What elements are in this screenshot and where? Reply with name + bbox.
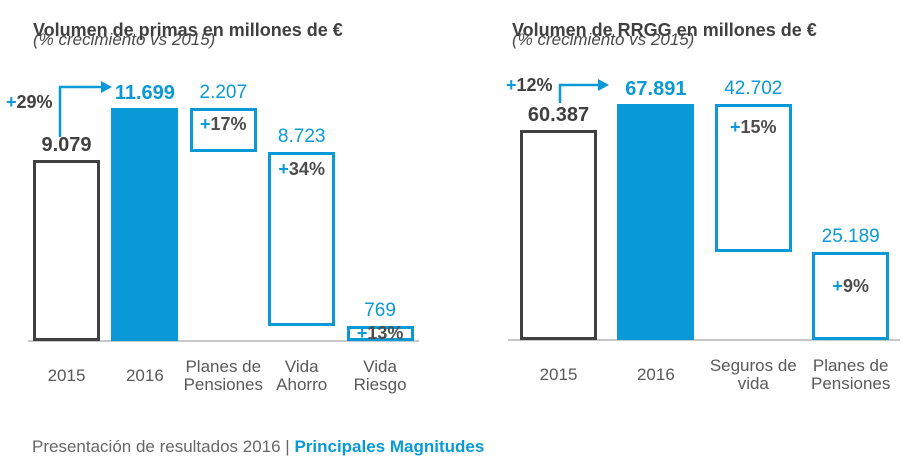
value-label-vida-riesgo: 769 [364,299,396,321]
plus-sign: + [356,322,368,343]
growth-arrow-icon [58,81,112,137]
growth-percent: 13% [367,322,404,343]
bar-seguros-de-vida [714,103,792,253]
axis-label-planes-de-pensiones: Planes de Pensiones [810,356,891,393]
bar-2015 [520,129,597,340]
bar-planes-de-pensiones [812,252,890,340]
value-label-seguros-de-vida: 42.702 [724,77,783,99]
axis-label-2016: 2016 [636,365,675,384]
growth-arrow-icon [558,79,609,103]
bar-2016 [617,103,695,340]
value-label-2015: 60.387 [527,103,590,126]
growth-percent: 9% [842,276,869,297]
plus-sign: + [6,92,17,112]
plus-sign: + [278,158,289,179]
axis-label-2015: 2015 [539,365,578,384]
bar-vida-riesgo [346,325,414,341]
growth-vs-prior-label: +29% [6,92,53,113]
growth-percent: 17% [210,114,247,134]
value-label-2016: 11.699 [114,82,175,104]
value-label-planes-de-pensiones: 2.207 [199,82,248,103]
value-label-2015: 9.079 [41,134,92,157]
axis-label-vida-riesgo: Vida Riesgo [353,357,407,394]
growth-percent: 29% [16,92,53,112]
plus-sign: + [730,116,741,137]
growth-label-planes-de-pensiones: +17% [180,114,267,135]
growth-percent: 34% [288,158,325,179]
value-label-planes-de-pensiones: 25.189 [821,226,880,248]
axis-label-seguros-de-vida: Seguros de vida [709,356,797,393]
chart-title: Volumen de primas en millones de € [33,20,343,41]
value-label-vida-ahorro: 8.723 [277,125,326,147]
plus-sign: + [200,114,211,134]
value-label-2016: 67.891 [625,77,687,100]
growth-label-vida-ahorro: +34% [258,159,345,180]
growth-label-seguros-de-vida: +15% [705,117,802,138]
axis-label-2016: 2016 [125,366,164,385]
chart-subtitle: (% crecimiento vs 2015) [512,30,695,49]
growth-label-vida-riesgo: +13% [337,323,424,344]
plus-sign: + [832,276,843,297]
bar-vida-ahorro [268,151,336,326]
growth-percent: 15% [740,116,777,137]
bar-2016 [111,108,179,341]
growth-percent: 12% [516,75,553,95]
plus-sign: + [506,75,517,95]
bar-planes-de-pensiones [189,108,257,152]
x-axis-line [508,339,900,341]
axis-label-2015: 2015 [47,366,86,385]
footer: Presentación de resultados 2016 | Princi… [32,437,484,457]
footer-text: Presentación de resultados 2016 | [32,437,290,456]
axis-label-vida-ahorro: Vida Ahorro [276,357,328,394]
x-axis-line [28,340,419,342]
growth-label-planes-de-pensiones: +9% [802,276,899,297]
chart-title: Volumen de RRGG en millones de € [512,20,817,41]
bar-2015 [33,160,100,341]
footer-section-title: Principales Magnitudes [294,437,485,456]
axis-label-planes-de-pensiones: Planes de Pensiones [183,357,263,394]
chart-subtitle: (% crecimiento vs 2015) [33,30,216,49]
growth-vs-prior-label: +12% [506,75,553,96]
